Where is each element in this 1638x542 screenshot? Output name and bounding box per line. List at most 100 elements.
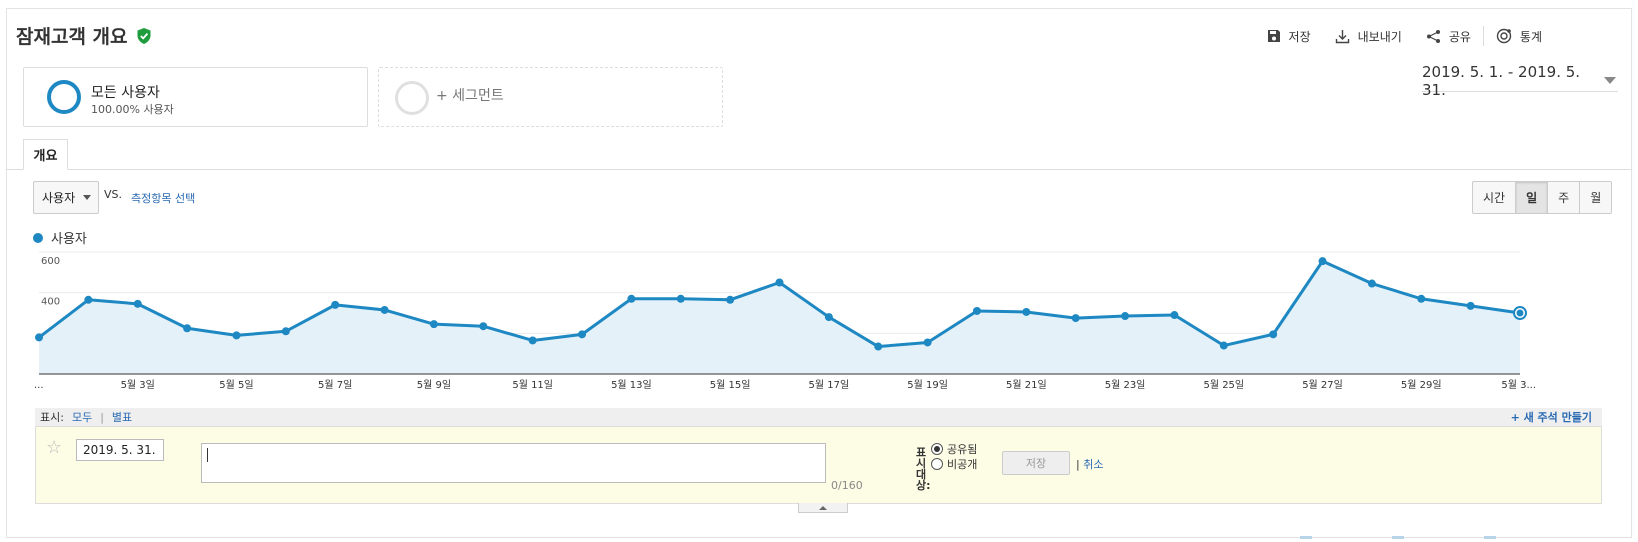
metric-dropdown[interactable]: 사용자 bbox=[33, 181, 99, 214]
star-icon[interactable]: ☆ bbox=[46, 437, 63, 458]
annotation-cancel: | 취소 bbox=[1076, 456, 1103, 472]
vs-label: VS. bbox=[104, 188, 123, 201]
page-title: 잠재고객 개요 bbox=[16, 26, 128, 48]
annotation-date-input[interactable]: 2019. 5. 31. bbox=[76, 439, 164, 461]
annotation-text-input[interactable] bbox=[201, 443, 826, 483]
data-point bbox=[1219, 341, 1228, 350]
x-tick-label: 5월 21일 bbox=[1006, 379, 1047, 391]
data-point bbox=[1071, 314, 1080, 323]
annotation-bar: 표시: 모두 | 별표 + 새 주석 만들기 bbox=[35, 408, 1602, 426]
share-label: 공유 bbox=[1448, 29, 1471, 44]
x-tick-label: 5월 29일 bbox=[1401, 379, 1442, 391]
footer-mark bbox=[1484, 536, 1496, 539]
add-segment-button[interactable]: + 세그먼트 bbox=[378, 67, 723, 127]
tab-overview[interactable]: 개요 bbox=[23, 139, 68, 170]
annotation-filter-separator: | bbox=[100, 410, 104, 424]
data-point bbox=[331, 300, 340, 309]
data-point bbox=[479, 322, 488, 331]
chevron-down-icon bbox=[1604, 77, 1616, 84]
x-tick-label: 5월 23일 bbox=[1105, 379, 1146, 391]
data-point bbox=[183, 324, 192, 333]
series-area bbox=[39, 261, 1520, 374]
period-month-button[interactable]: 월 bbox=[1590, 191, 1602, 205]
download-icon bbox=[1335, 29, 1349, 43]
annotation-filter-all[interactable]: 모두 bbox=[71, 411, 93, 424]
save-report-button[interactable]: 저장 bbox=[1255, 28, 1323, 45]
visibility-private-label: 비공개 bbox=[947, 458, 978, 471]
period-day-button[interactable]: 일 bbox=[1516, 182, 1549, 213]
footer-mark bbox=[1392, 536, 1404, 539]
x-tick-label: 5월 3일 bbox=[121, 379, 155, 391]
x-tick-label: 5월 13일 bbox=[611, 379, 652, 391]
chevron-up-icon bbox=[819, 505, 827, 510]
x-tick-label: 5월 27일 bbox=[1302, 379, 1343, 391]
empty-segment-circle-icon bbox=[395, 81, 429, 115]
data-point bbox=[1417, 294, 1426, 303]
toolbar-divider bbox=[1482, 26, 1484, 46]
y-tick-label: 600 bbox=[41, 256, 60, 267]
data-point bbox=[281, 327, 290, 336]
page-header: 잠재고객 개요 bbox=[16, 22, 152, 49]
data-point bbox=[1022, 307, 1031, 316]
data-point bbox=[1121, 312, 1130, 321]
segment-circle-icon bbox=[47, 80, 81, 114]
data-point bbox=[726, 295, 735, 304]
period-toggle: 시간 일 주 월 bbox=[1472, 181, 1613, 214]
text-cursor bbox=[207, 448, 208, 462]
data-point bbox=[380, 305, 389, 314]
insights-button[interactable]: 통계 bbox=[1484, 28, 1554, 45]
character-counter: 0/160 bbox=[831, 479, 863, 492]
x-tick-label: 5월 7일 bbox=[318, 379, 352, 391]
period-week-button[interactable]: 주 bbox=[1548, 182, 1581, 213]
annotation-filter-starred[interactable]: 별표 bbox=[111, 411, 133, 424]
new-annotation-link[interactable]: + 새 주석 만들기 bbox=[1510, 411, 1592, 424]
legend-dot-icon bbox=[33, 232, 43, 243]
x-tick-label: 5월 17일 bbox=[809, 379, 850, 391]
dropdown-caret-icon bbox=[83, 195, 92, 200]
segment-title: 모든 사용자 bbox=[91, 85, 160, 101]
collapse-annotations-button[interactable] bbox=[798, 503, 848, 513]
report-frame bbox=[6, 8, 1632, 538]
segment-subtitle: 100.00% 사용자 bbox=[91, 103, 174, 116]
x-tick-label: 5월 25일 bbox=[1203, 379, 1244, 391]
export-button[interactable]: 내보내기 bbox=[1323, 28, 1414, 45]
annotation-save-button[interactable]: 저장 bbox=[1002, 451, 1070, 475]
metric-dropdown-value: 사용자 bbox=[42, 191, 76, 205]
data-point bbox=[232, 331, 241, 340]
data-point bbox=[676, 294, 685, 303]
radio-selected-icon[interactable] bbox=[931, 443, 943, 455]
verified-shield-icon bbox=[137, 27, 150, 44]
date-range-picker[interactable]: 2019. 5. 1. - 2019. 5. 31. bbox=[1422, 63, 1618, 99]
data-point bbox=[1466, 301, 1475, 310]
tab-divider bbox=[6, 169, 1632, 170]
data-point bbox=[923, 338, 932, 347]
cancel-separator: | bbox=[1076, 458, 1080, 471]
data-point bbox=[1170, 311, 1179, 320]
data-point bbox=[874, 342, 883, 351]
visibility-private-option[interactable]: 비공개 bbox=[931, 456, 977, 472]
insights-icon bbox=[1496, 28, 1512, 44]
select-metric-link[interactable]: 측정항목 선택 bbox=[131, 192, 196, 205]
segment-all-users[interactable]: 모든 사용자 100.00% 사용자 bbox=[23, 67, 368, 127]
chart-legend: 사용자 bbox=[33, 228, 87, 247]
data-point bbox=[1367, 279, 1376, 288]
data-point bbox=[824, 313, 833, 322]
data-point bbox=[972, 306, 981, 315]
data-point bbox=[627, 294, 636, 303]
annotation-cancel-link[interactable]: 취소 bbox=[1083, 458, 1104, 471]
save-icon bbox=[1267, 30, 1280, 42]
add-segment-label: + 세그먼트 bbox=[436, 88, 504, 104]
data-point bbox=[578, 330, 587, 339]
share-button[interactable]: 공유 bbox=[1414, 28, 1483, 45]
x-tick-label: 5월 5일 bbox=[219, 379, 253, 391]
date-range-label: 2019. 5. 1. - 2019. 5. 31. bbox=[1422, 62, 1581, 99]
radio-unselected-icon[interactable] bbox=[931, 458, 943, 470]
insights-label: 통계 bbox=[1519, 29, 1542, 44]
y-tick-label: 400 bbox=[41, 297, 60, 308]
visibility-shared-option[interactable]: 공유됨 bbox=[931, 441, 977, 457]
data-point bbox=[1269, 330, 1278, 339]
period-hour-button[interactable]: 시간 bbox=[1473, 182, 1517, 213]
annotation-editor: ☆ 2019. 5. 31. 0/160 표시대상: 공유됨 비공개 저장 | … bbox=[35, 426, 1602, 504]
data-point bbox=[429, 320, 438, 329]
